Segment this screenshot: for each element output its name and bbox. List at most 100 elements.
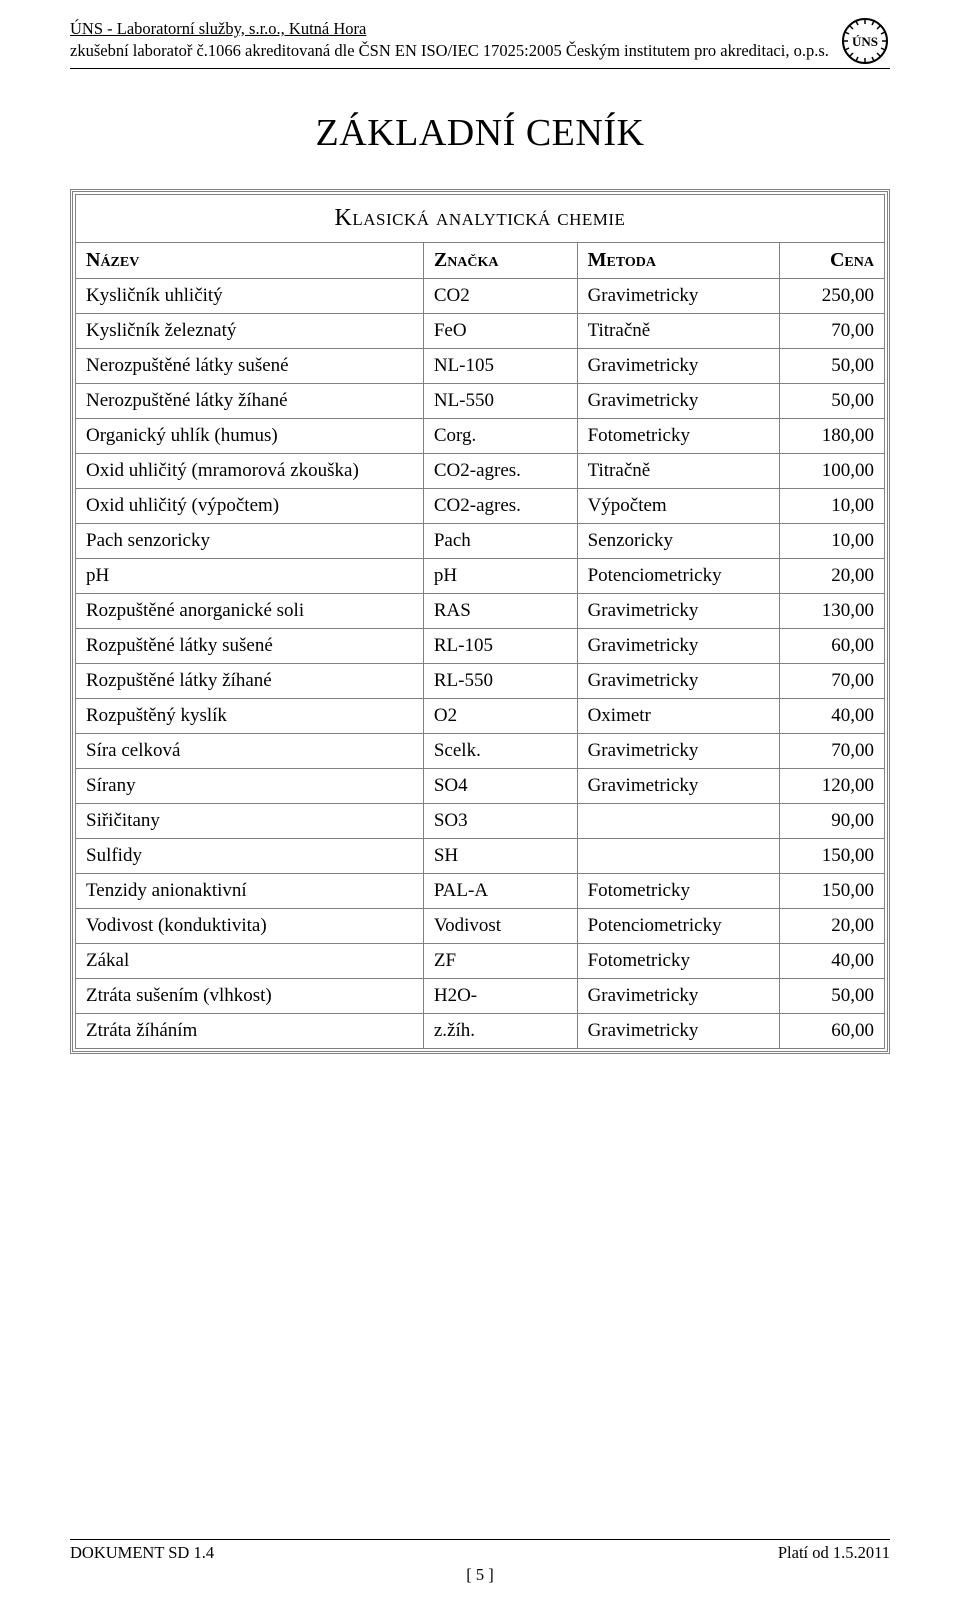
cell-znacka: SH [423,839,577,874]
table-row: Ztráta sušením (vlhkost)H2O-Gravimetrick… [76,979,885,1014]
cell-metoda: Titračně [577,454,779,489]
cell-metoda: Výpočtem [577,489,779,524]
column-header-row: Název Značka Metoda Cena [76,243,885,279]
cell-nazev: Ztráta žíháním [76,1014,424,1049]
price-list-table: Klasická analytická chemie Název Značka … [75,194,885,1049]
table-row: Rozpuštěné látky sušenéRL-105Gravimetric… [76,629,885,664]
cell-nazev: Rozpuštěné anorganické soli [76,594,424,629]
cell-nazev: Síra celková [76,734,424,769]
cell-znacka: RL-105 [423,629,577,664]
cell-metoda: Gravimetricky [577,1014,779,1049]
cell-nazev: Sírany [76,769,424,804]
cell-nazev: Organický uhlík (humus) [76,419,424,454]
cell-metoda: Gravimetricky [577,279,779,314]
cell-znacka: SO3 [423,804,577,839]
page-header: ÚNS - Laboratorní služby, s.r.o., Kutná … [70,18,890,66]
cell-cena: 20,00 [779,559,884,594]
cell-metoda: Gravimetricky [577,349,779,384]
cell-cena: 50,00 [779,979,884,1014]
cell-nazev: pH [76,559,424,594]
cell-cena: 150,00 [779,874,884,909]
cell-nazev: Oxid uhličitý (výpočtem) [76,489,424,524]
cell-cena: 10,00 [779,489,884,524]
price-list-table-wrap: Klasická analytická chemie Název Značka … [70,189,890,1054]
cell-nazev: Oxid uhličitý (mramorová zkouška) [76,454,424,489]
cell-znacka: Corg. [423,419,577,454]
section-title: Klasická analytická chemie [76,195,885,243]
cell-nazev: Nerozpuštěné látky žíhané [76,384,424,419]
table-row: Ztráta žíhánímz.žíh.Gravimetricky60,00 [76,1014,885,1049]
cell-cena: 20,00 [779,909,884,944]
cell-metoda: Gravimetricky [577,594,779,629]
cell-metoda: Potenciometricky [577,559,779,594]
cell-znacka: Scelk. [423,734,577,769]
document-page: ÚNS - Laboratorní služby, s.r.o., Kutná … [0,0,960,1611]
cell-cena: 60,00 [779,629,884,664]
cell-cena: 130,00 [779,594,884,629]
table-row: Rozpuštěný kyslíkO2Oximetr40,00 [76,699,885,734]
table-row: Síra celkováScelk.Gravimetricky70,00 [76,734,885,769]
cell-metoda: Gravimetricky [577,979,779,1014]
page-title: ZÁKLADNÍ CENÍK [70,111,890,155]
cell-znacka: NL-105 [423,349,577,384]
cell-znacka: PAL-A [423,874,577,909]
cell-metoda: Gravimetricky [577,629,779,664]
header-line-2: zkušební laboratoř č.1066 akreditovaná d… [70,41,829,60]
header-line-1: ÚNS - Laboratorní služby, s.r.o., Kutná … [70,19,366,38]
cell-metoda: Gravimetricky [577,769,779,804]
cell-znacka: H2O- [423,979,577,1014]
cell-metoda: Oximetr [577,699,779,734]
cell-nazev: Zákal [76,944,424,979]
footer-left: DOKUMENT SD 1.4 [70,1543,214,1563]
table-row: Nerozpuštěné látky sušenéNL-105Gravimetr… [76,349,885,384]
cell-cena: 60,00 [779,1014,884,1049]
cell-nazev: Kysličník uhličitý [76,279,424,314]
cell-nazev: Nerozpuštěné látky sušené [76,349,424,384]
cell-nazev: Rozpuštěný kyslík [76,699,424,734]
cell-metoda: Fotometricky [577,874,779,909]
cell-cena: 50,00 [779,349,884,384]
cell-nazev: Vodivost (konduktivita) [76,909,424,944]
uns-logo-icon: ÚNS [840,16,890,66]
cell-cena: 40,00 [779,944,884,979]
header-divider [70,68,890,69]
cell-cena: 120,00 [779,769,884,804]
footer-right: Platí od 1.5.2011 [778,1543,890,1563]
section-header-row: Klasická analytická chemie [76,195,885,243]
cell-metoda: Titračně [577,314,779,349]
cell-nazev: Pach senzoricky [76,524,424,559]
cell-cena: 70,00 [779,314,884,349]
cell-cena: 250,00 [779,279,884,314]
cell-cena: 50,00 [779,384,884,419]
table-row: Rozpuštěné látky žíhanéRL-550Gravimetric… [76,664,885,699]
cell-metoda [577,804,779,839]
table-row: Tenzidy anionaktivníPAL-AFotometricky150… [76,874,885,909]
cell-nazev: Kysličník železnatý [76,314,424,349]
page-number: [ 5 ] [70,1565,890,1585]
cell-znacka: Vodivost [423,909,577,944]
table-row: Oxid uhličitý (mramorová zkouška)CO2-agr… [76,454,885,489]
table-row: Rozpuštěné anorganické soliRASGravimetri… [76,594,885,629]
cell-metoda: Gravimetricky [577,664,779,699]
cell-znacka: z.žíh. [423,1014,577,1049]
cell-znacka: pH [423,559,577,594]
cell-metoda [577,839,779,874]
table-row: Nerozpuštěné látky žíhanéNL-550Gravimetr… [76,384,885,419]
col-nazev: Název [76,243,424,279]
cell-znacka: Pach [423,524,577,559]
cell-metoda: Potenciometricky [577,909,779,944]
col-cena: Cena [779,243,884,279]
cell-nazev: Tenzidy anionaktivní [76,874,424,909]
cell-cena: 10,00 [779,524,884,559]
header-text-block: ÚNS - Laboratorní služby, s.r.o., Kutná … [70,18,829,63]
cell-metoda: Gravimetricky [577,734,779,769]
cell-znacka: RAS [423,594,577,629]
svg-text:ÚNS: ÚNS [852,34,878,49]
cell-metoda: Gravimetricky [577,384,779,419]
table-row: SulfidySH150,00 [76,839,885,874]
table-row: Oxid uhličitý (výpočtem)CO2-agres.Výpočt… [76,489,885,524]
cell-znacka: CO2 [423,279,577,314]
col-znacka: Značka [423,243,577,279]
cell-nazev: Rozpuštěné látky sušené [76,629,424,664]
table-row: Organický uhlík (humus)Corg.Fotometricky… [76,419,885,454]
